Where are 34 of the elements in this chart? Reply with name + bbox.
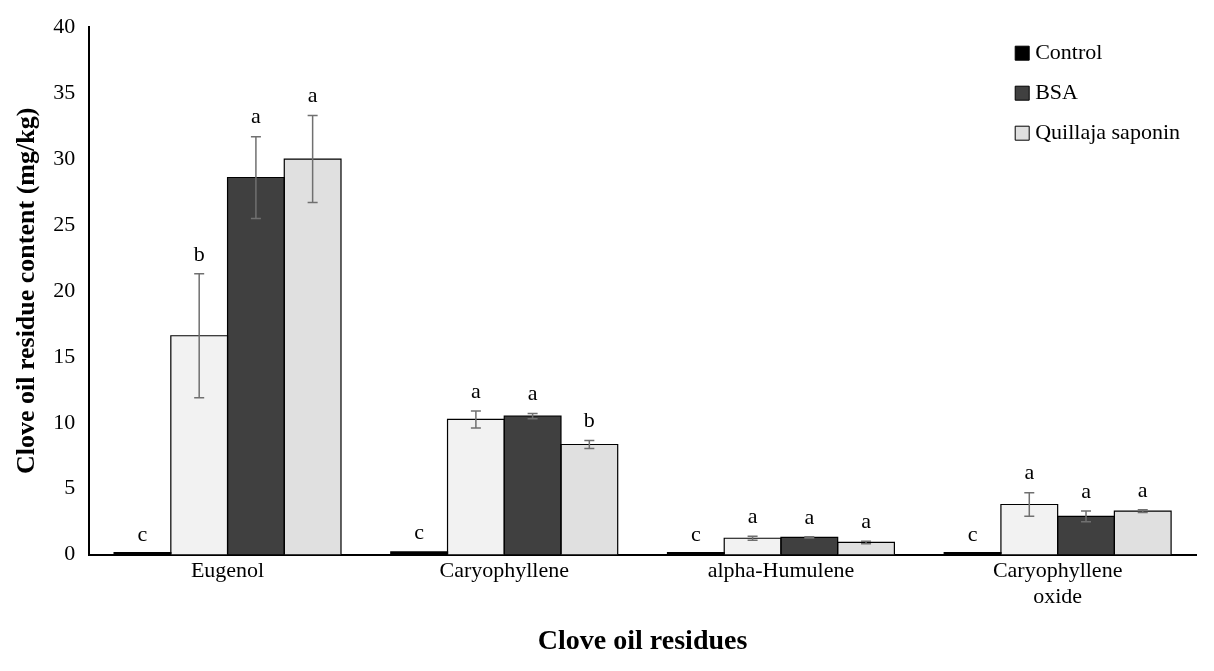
x-tick-label: Caryophyllene oxide — [992, 556, 1123, 608]
y-tick-label: 15 — [53, 342, 76, 368]
y-tick-label: 35 — [53, 78, 76, 104]
data-label: a — [1137, 476, 1148, 502]
data-label: b — [193, 240, 205, 266]
y-tick-label: 5 — [64, 474, 76, 500]
data-label: c — [137, 521, 148, 547]
x-tick-label: Caryophyllene — [439, 556, 570, 582]
data-label: c — [690, 521, 701, 547]
x-tick-label: alpha-Humulene — [707, 556, 855, 582]
data-label: a — [1081, 477, 1092, 503]
data-label: a — [527, 380, 538, 406]
data-label: a — [804, 503, 815, 529]
data-label: a — [1024, 459, 1035, 485]
y-tick-label: 20 — [53, 276, 76, 302]
data-label: a — [747, 503, 758, 529]
y-axis-title: Clove oil residue content (mg/kg) — [11, 107, 41, 475]
y-tick-label: 0 — [64, 540, 76, 566]
y-tick-label: 25 — [53, 210, 76, 236]
data-label: a — [251, 103, 262, 129]
y-tick-label: 30 — [53, 144, 76, 170]
data-label: a — [471, 377, 482, 403]
x-tick-label: Eugenol — [190, 556, 265, 582]
legend-label: Control — [1035, 38, 1103, 64]
data-label: a — [861, 507, 872, 533]
y-tick-label: 40 — [53, 12, 76, 38]
y-tick-label: 10 — [53, 408, 76, 434]
legend-label: Quillaja saponin — [1035, 118, 1181, 144]
data-label: a — [307, 82, 318, 108]
x-axis-title: Clove oil residues — [537, 624, 748, 656]
data-label: b — [583, 407, 595, 433]
legend-label: BSA — [1035, 78, 1079, 104]
data-label: c — [414, 518, 425, 544]
data-label: c — [967, 521, 978, 547]
